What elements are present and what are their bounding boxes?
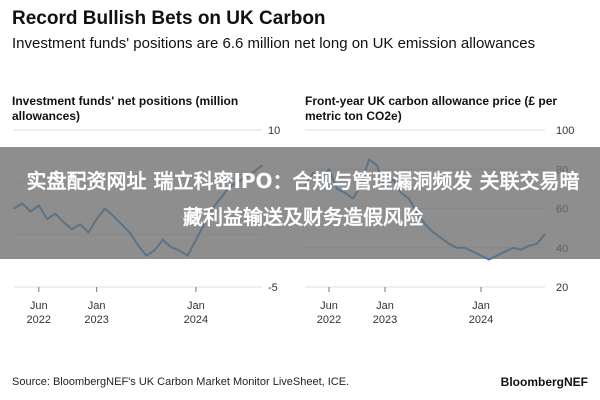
- x-tick-label: Jan: [187, 300, 205, 312]
- x-tick-label: Jan: [472, 300, 490, 312]
- x-tick-label: 2023: [373, 314, 397, 326]
- x-tick-label: Jan: [88, 300, 106, 312]
- y-tick-label: 100: [556, 125, 574, 137]
- page-subtitle: Investment funds' positions are 6.6 mill…: [12, 35, 536, 52]
- watermark-overlay: 实盘配资网址 瑞立科密IPO：合规与管理漏洞频发 关联交易暗藏利益输送及财务造假…: [0, 147, 600, 259]
- x-tick-label: Jan: [376, 300, 394, 312]
- x-tick-label: 2022: [27, 314, 51, 326]
- x-tick-label: 2024: [469, 314, 493, 326]
- page-title: Record Bullish Bets on UK Carbon: [12, 8, 326, 29]
- x-tick-label: 2022: [317, 314, 341, 326]
- y-tick-label: -5: [268, 282, 278, 294]
- brand-logo: BloombergNEF: [500, 375, 588, 389]
- y-tick-label: 20: [556, 282, 568, 294]
- source-note: Source: BloombergNEF's UK Carbon Market …: [12, 376, 350, 388]
- x-tick-label: Jun: [320, 300, 338, 312]
- x-tick-label: Jun: [30, 300, 48, 312]
- data-point: [488, 258, 490, 261]
- x-tick-label: 2024: [184, 314, 208, 326]
- x-tick-label: 2023: [84, 314, 108, 326]
- y-tick-label: 10: [268, 125, 280, 137]
- overlay-headline: 实盘配资网址 瑞立科密IPO：合规与管理漏洞频发 关联交易暗藏利益输送及财务造假…: [26, 169, 580, 229]
- right-panel-title: Front-year UK carbon allowance price (£ …: [305, 94, 558, 123]
- left-panel-title: Investment funds' net positions (million…: [12, 94, 239, 123]
